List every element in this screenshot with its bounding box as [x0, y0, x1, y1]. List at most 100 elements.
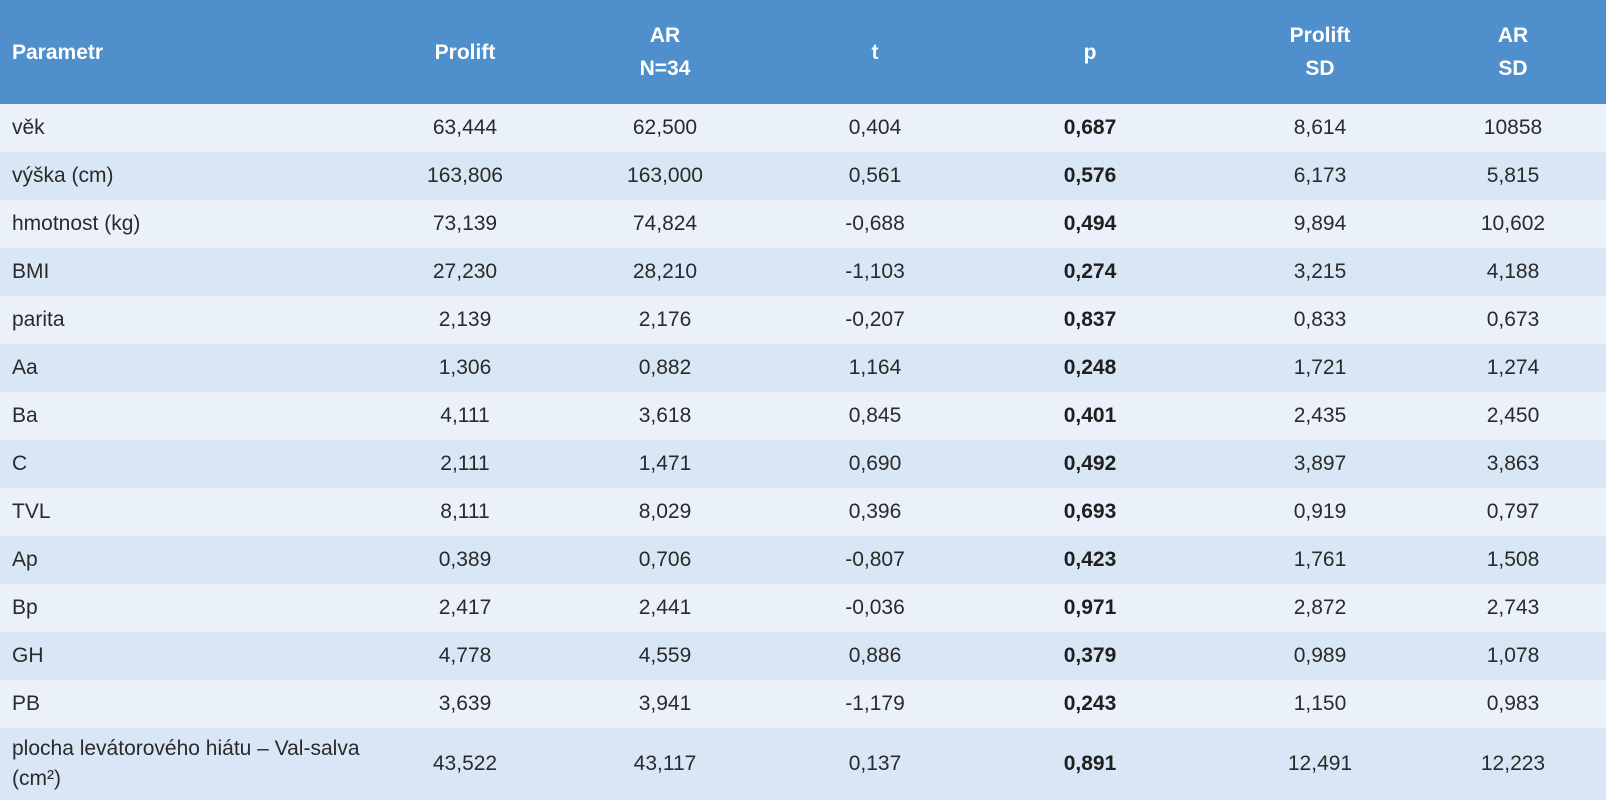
cell-prolift: 4,111	[440, 404, 490, 427]
cell-prolift-sd: 3,897	[1293, 452, 1347, 475]
cell-t: 0,690	[848, 452, 902, 475]
table-body: věk 63,444 62,500 0,404 0,687 8,614 1085…	[0, 104, 1606, 800]
table-row: Aa 1,306 0,882 1,164 0,248 1,721 1,274	[0, 344, 1606, 392]
cell-ar-sd: 0,983	[1486, 692, 1540, 715]
cell-t: 0,886	[848, 644, 902, 667]
cell-p: 0,837	[1063, 308, 1117, 331]
header-p: p	[1083, 40, 1097, 64]
cell-ar-sd: 1,274	[1486, 356, 1540, 379]
cell-prolift: 8,111	[440, 500, 490, 523]
header-prolift-sd-line1: Prolift	[1289, 24, 1351, 47]
cell-t: -1,179	[845, 692, 905, 715]
cell-param: C	[12, 452, 28, 475]
table-row: C 2,111 1,471 0,690 0,492 3,897 3,863	[0, 440, 1606, 488]
table-row: věk 63,444 62,500 0,404 0,687 8,614 1085…	[0, 104, 1606, 152]
cell-prolift: 73,139	[432, 212, 498, 235]
cell-t: -1,103	[845, 260, 905, 283]
cell-param: GH	[12, 644, 44, 667]
cell-p: 0,274	[1063, 260, 1117, 283]
cell-t: 0,845	[848, 404, 902, 427]
cell-ar-sd: 4,188	[1486, 260, 1540, 283]
cell-p: 0,576	[1063, 164, 1117, 187]
cell-prolift-sd: 2,435	[1293, 404, 1347, 427]
cell-param: hmotnost (kg)	[12, 212, 141, 235]
header-prolift-sd: Prolift SD	[1220, 0, 1420, 104]
cell-param: parita	[12, 308, 65, 331]
cell-prolift: 63,444	[432, 116, 498, 139]
cell-ar: 0,706	[638, 548, 692, 571]
cell-ar-sd: 3,863	[1486, 452, 1540, 475]
cell-p: 0,492	[1063, 452, 1117, 475]
cell-ar: 2,176	[638, 308, 692, 331]
cell-param: PB	[12, 692, 41, 715]
cell-prolift-sd: 8,614	[1293, 116, 1347, 139]
cell-prolift-sd: 0,989	[1293, 644, 1347, 667]
cell-t: 0,404	[848, 116, 902, 139]
header-ar: AR N=34	[540, 0, 790, 104]
cell-t: -0,207	[845, 308, 905, 331]
header-ar-sd: AR SD	[1420, 0, 1606, 104]
table-row: BMI 27,230 28,210 -1,103 0,274 3,215 4,1…	[0, 248, 1606, 296]
header-ar-sd-line1: AR	[1497, 24, 1529, 47]
cell-ar: 0,882	[638, 356, 692, 379]
table-header: Parametr Prolift AR N=34 t p Prolift SD …	[0, 0, 1606, 104]
cell-prolift-sd: 9,894	[1293, 212, 1347, 235]
cell-prolift-sd: 0,833	[1293, 308, 1347, 331]
cell-p: 0,494	[1063, 212, 1117, 235]
cell-param: BMI	[12, 260, 50, 283]
cell-p: 0,379	[1063, 644, 1117, 667]
cell-param: výška (cm)	[12, 164, 114, 187]
cell-t: 0,137	[848, 752, 902, 775]
cell-p: 0,243	[1063, 692, 1117, 715]
header-ar-line1: AR	[649, 24, 681, 47]
cell-t: -0,807	[845, 548, 905, 571]
table-row: plocha levátorového hiátu – Val-salva (c…	[0, 728, 1606, 800]
table-row: PB 3,639 3,941 -1,179 0,243 1,150 0,983	[0, 680, 1606, 728]
cell-t: 0,561	[848, 164, 902, 187]
header-parametr: Parametr	[12, 40, 104, 64]
table-row: Bp 2,417 2,441 -0,036 0,971 2,872 2,743	[0, 584, 1606, 632]
cell-ar: 3,618	[638, 404, 692, 427]
cell-t: -0,688	[845, 212, 905, 235]
cell-ar: 1,471	[638, 452, 692, 475]
cell-param: Aa	[12, 356, 38, 379]
cell-t: 1,164	[848, 356, 902, 379]
cell-prolift: 2,139	[438, 308, 492, 331]
cell-ar-sd: 0,797	[1486, 500, 1540, 523]
table-row: hmotnost (kg) 73,139 74,824 -0,688 0,494…	[0, 200, 1606, 248]
cell-ar: 163,000	[627, 164, 703, 187]
header-prolift: Prolift	[434, 40, 496, 64]
header-row: Parametr Prolift AR N=34 t p Prolift SD …	[0, 0, 1606, 104]
cell-ar-sd: 10,602	[1480, 212, 1546, 235]
cell-prolift: 2,417	[438, 596, 492, 619]
cell-ar-sd: 1,078	[1486, 644, 1540, 667]
cell-ar: 2,441	[638, 596, 692, 619]
cell-prolift: 163,806	[427, 164, 503, 187]
cell-ar-sd: 5,815	[1486, 164, 1540, 187]
cell-param: Ba	[12, 404, 38, 427]
cell-prolift-sd: 1,721	[1293, 356, 1347, 379]
cell-prolift: 3,639	[438, 692, 492, 715]
cell-prolift: 1,306	[438, 356, 492, 379]
cell-prolift-sd: 6,173	[1293, 164, 1347, 187]
cell-param: Bp	[12, 596, 38, 619]
table-row: parita 2,139 2,176 -0,207 0,837 0,833 0,…	[0, 296, 1606, 344]
cell-ar-sd: 2,743	[1486, 596, 1540, 619]
cell-ar-sd: 0,673	[1486, 308, 1540, 331]
header-ar-sd-line2: SD	[1498, 57, 1528, 80]
cell-ar: 8,029	[638, 500, 692, 523]
table-row: Ba 4,111 3,618 0,845 0,401 2,435 2,450	[0, 392, 1606, 440]
table-row: GH 4,778 4,559 0,886 0,379 0,989 1,078	[0, 632, 1606, 680]
cell-prolift: 0,389	[438, 548, 492, 571]
cell-p: 0,248	[1063, 356, 1117, 379]
cell-ar-sd: 12,223	[1480, 752, 1546, 775]
cell-ar: 43,117	[633, 752, 697, 775]
cell-prolift-sd: 1,150	[1293, 692, 1347, 715]
cell-param: Ap	[12, 548, 38, 571]
header-ar-line2: N=34	[639, 57, 691, 80]
cell-p: 0,693	[1063, 500, 1117, 523]
cell-prolift-sd: 2,872	[1293, 596, 1347, 619]
cell-p: 0,423	[1063, 548, 1117, 571]
